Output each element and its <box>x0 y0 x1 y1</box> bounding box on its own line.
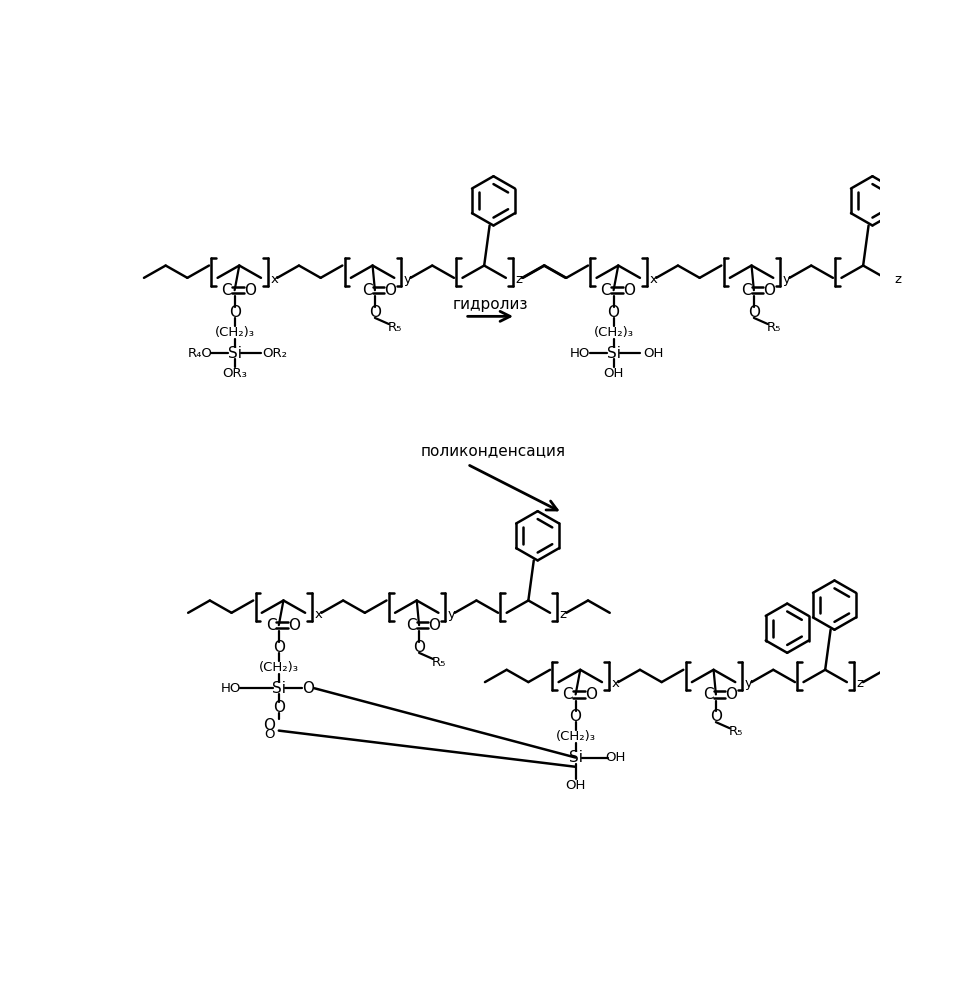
Text: (CH₂)₃: (CH₂)₃ <box>593 326 633 339</box>
Text: R₄O: R₄O <box>188 347 213 360</box>
Text: R₅: R₅ <box>766 321 781 334</box>
Text: C: C <box>702 687 713 702</box>
Text: Si: Si <box>272 681 285 696</box>
Text: R₅: R₅ <box>728 725 743 738</box>
Text: C: C <box>740 283 750 298</box>
Text: (CH₂)₃: (CH₂)₃ <box>214 326 254 339</box>
Text: гидролиз: гидролиз <box>452 297 528 312</box>
Text: OH: OH <box>565 779 585 792</box>
Text: C: C <box>222 283 232 298</box>
Text: OR₃: OR₃ <box>222 367 247 380</box>
Text: x: x <box>649 273 657 286</box>
Text: x: x <box>270 273 277 286</box>
Text: z: z <box>894 273 901 286</box>
Text: O: O <box>229 305 240 320</box>
Text: y: y <box>743 677 751 690</box>
Text: O: O <box>428 618 440 633</box>
Text: O: O <box>273 700 284 715</box>
Text: O: O <box>709 709 721 724</box>
Text: O: O <box>607 305 619 320</box>
Text: Si: Si <box>228 346 241 361</box>
Text: OH: OH <box>605 751 625 764</box>
Text: O: O <box>368 305 380 320</box>
Text: y: y <box>404 273 411 286</box>
Text: OH: OH <box>603 367 623 380</box>
Text: y: y <box>447 608 455 621</box>
Text: O: O <box>412 640 425 655</box>
Text: O: O <box>763 283 775 298</box>
Text: C: C <box>266 618 276 633</box>
Text: O: O <box>747 305 759 320</box>
Text: HO: HO <box>221 682 240 695</box>
Text: x: x <box>314 608 322 621</box>
Text: C: C <box>600 283 611 298</box>
Text: z: z <box>559 608 566 621</box>
Text: O: O <box>273 640 284 655</box>
Text: O: O <box>569 709 581 724</box>
Text: R₅: R₅ <box>388 321 402 334</box>
Text: O: O <box>264 728 275 741</box>
Text: OH: OH <box>643 347 663 360</box>
Text: y: y <box>782 273 789 286</box>
Text: O: O <box>384 283 396 298</box>
Text: C: C <box>405 618 416 633</box>
Text: R₅: R₅ <box>432 656 446 669</box>
Text: C: C <box>562 687 573 702</box>
Text: O: O <box>263 718 275 733</box>
Text: x: x <box>611 677 618 690</box>
Text: O: O <box>622 283 634 298</box>
Text: (CH₂)₃: (CH₂)₃ <box>555 730 595 743</box>
Text: O: O <box>302 681 314 696</box>
Text: Si: Si <box>568 750 582 765</box>
Text: O: O <box>244 283 256 298</box>
Text: поликонденсация: поликонденсация <box>420 444 565 459</box>
Text: O: O <box>584 687 597 702</box>
Text: OR₂: OR₂ <box>262 347 287 360</box>
Text: z: z <box>515 273 522 286</box>
Text: O: O <box>725 687 737 702</box>
Text: O: O <box>288 618 300 633</box>
Text: z: z <box>856 677 863 690</box>
Text: HO: HO <box>569 347 589 360</box>
Text: (CH₂)₃: (CH₂)₃ <box>259 661 299 674</box>
Text: Si: Si <box>606 346 620 361</box>
Text: C: C <box>361 283 372 298</box>
